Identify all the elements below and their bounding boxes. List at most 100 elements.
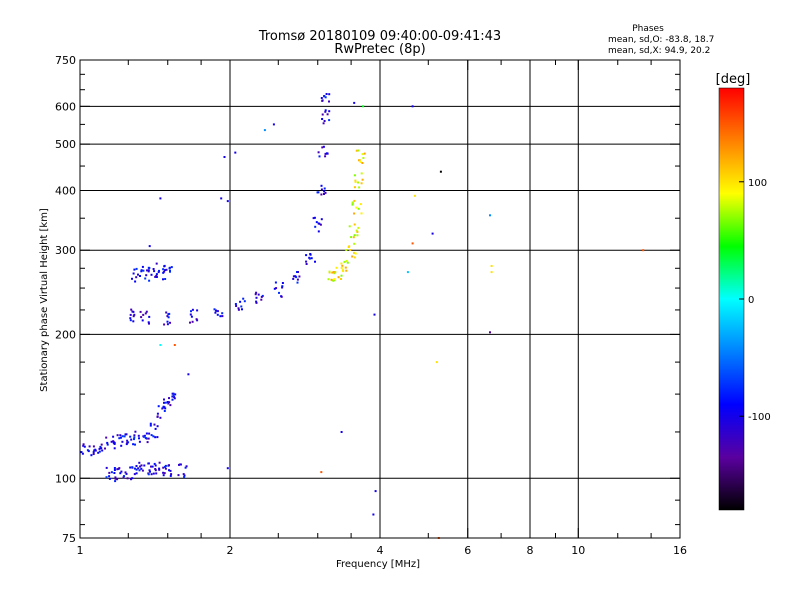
- data-point: [171, 395, 174, 398]
- data-point: [177, 474, 180, 477]
- colorbar-tick-label: -100: [748, 412, 771, 423]
- data-point: [263, 129, 266, 132]
- data-point: [155, 274, 158, 277]
- data-point: [142, 313, 145, 316]
- data-point: [112, 435, 115, 438]
- data-point: [353, 256, 356, 259]
- data-point: [292, 275, 295, 278]
- data-point: [163, 265, 166, 268]
- data-point: [361, 153, 364, 156]
- data-point: [323, 190, 326, 193]
- data-point: [292, 277, 295, 280]
- data-point: [255, 301, 258, 304]
- data-point: [164, 407, 167, 410]
- data-point: [359, 203, 362, 206]
- data-point: [321, 113, 324, 116]
- data-point: [131, 477, 134, 480]
- data-point: [642, 249, 645, 252]
- y-tick-label: 100: [55, 472, 76, 485]
- data-point: [100, 443, 103, 446]
- data-point: [321, 118, 324, 120]
- data-point: [314, 260, 316, 263]
- data-point: [158, 269, 160, 272]
- data-point: [324, 110, 327, 113]
- data-point: [142, 269, 145, 272]
- data-point: [182, 473, 185, 476]
- x-tick-label: 4: [377, 544, 384, 557]
- data-point: [195, 318, 198, 321]
- data-point: [173, 397, 176, 400]
- data-point: [134, 467, 136, 470]
- data-point: [156, 425, 159, 428]
- data-point: [147, 269, 150, 272]
- data-point: [320, 184, 323, 187]
- data-point: [340, 431, 343, 433]
- data-point: [305, 263, 308, 265]
- data-point: [120, 444, 123, 447]
- data-point: [126, 477, 129, 480]
- data-point: [315, 221, 318, 224]
- data-point: [114, 477, 117, 480]
- data-point: [326, 152, 329, 155]
- data-point: [353, 101, 356, 104]
- data-point: [361, 162, 364, 164]
- data-point: [124, 471, 127, 474]
- data-point: [135, 468, 138, 471]
- data-point: [166, 320, 169, 323]
- data-point: [116, 478, 119, 481]
- data-point: [332, 271, 335, 273]
- x-tick-label: 16: [673, 544, 687, 557]
- x-tick-label: 6: [464, 544, 471, 557]
- data-point: [342, 270, 345, 273]
- data-point: [328, 270, 331, 273]
- data-point: [345, 269, 348, 272]
- data-point: [314, 225, 317, 228]
- data-point: [133, 436, 136, 439]
- data-point: [326, 113, 329, 116]
- data-point: [140, 316, 143, 319]
- data-point: [121, 435, 124, 438]
- data-point: [132, 272, 135, 275]
- data-point: [333, 278, 336, 281]
- data-point: [155, 472, 158, 475]
- data-point: [167, 402, 170, 405]
- data-point: [324, 191, 327, 194]
- data-point: [138, 461, 141, 464]
- data-point: [141, 469, 144, 472]
- data-point: [219, 315, 222, 318]
- data-point: [325, 93, 328, 95]
- data-point: [320, 471, 323, 474]
- data-point: [171, 398, 174, 401]
- data-point: [255, 291, 258, 294]
- data-point: [119, 436, 122, 439]
- data-point: [216, 313, 219, 316]
- data-point: [354, 252, 357, 255]
- data-point: [353, 242, 356, 245]
- data-point: [321, 146, 324, 149]
- data-point: [140, 270, 143, 273]
- data-point: [226, 200, 229, 203]
- data-point: [174, 393, 177, 396]
- data-point: [351, 203, 354, 206]
- data-point: [170, 266, 173, 269]
- data-point: [147, 462, 150, 465]
- data-point: [214, 311, 217, 314]
- data-point: [162, 471, 165, 474]
- data-point: [108, 471, 111, 474]
- data-point: [183, 474, 186, 477]
- data-point: [350, 236, 353, 239]
- data-point: [489, 331, 491, 334]
- data-point: [147, 473, 150, 476]
- data-point: [123, 475, 125, 478]
- data-point: [156, 436, 159, 439]
- data-point: [335, 266, 338, 269]
- colorbar-tick-label: 100: [748, 178, 767, 189]
- data-point: [172, 394, 175, 397]
- data-point: [328, 93, 331, 96]
- data-point: [163, 270, 166, 273]
- data-point: [328, 110, 331, 113]
- data-point: [158, 461, 161, 464]
- data-point: [353, 186, 356, 189]
- data-point: [168, 312, 171, 315]
- data-point: [156, 412, 159, 415]
